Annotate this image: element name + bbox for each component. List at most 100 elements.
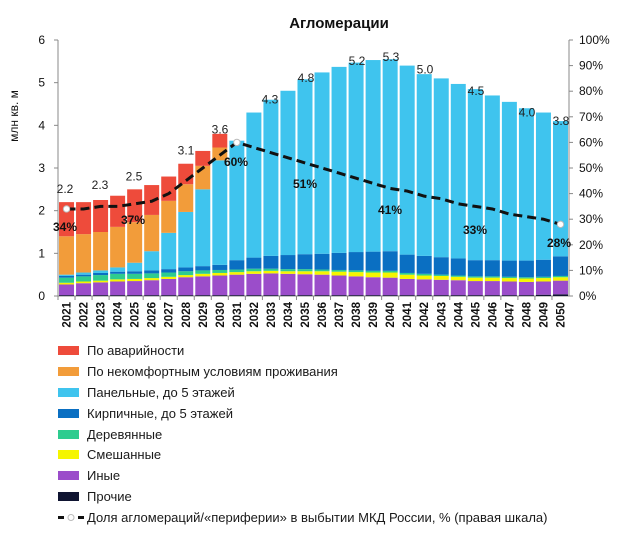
- bar-segment: [535, 276, 551, 279]
- legend-item: Прочие: [58, 486, 618, 507]
- legend-label: Деревянные: [87, 426, 163, 442]
- bar-segment: [110, 195, 126, 227]
- bar-segment: [178, 295, 194, 296]
- bar-segment: [127, 222, 143, 263]
- bar-segment: [297, 79, 313, 255]
- total-label: 4.8: [298, 71, 315, 85]
- bar-segment: [195, 270, 211, 274]
- bar-segment: [399, 295, 415, 296]
- x-tick-label: 2035: [300, 301, 312, 327]
- share-line-marker: [556, 220, 565, 229]
- bar-segment: [93, 232, 109, 271]
- x-tick-label: 2023: [96, 302, 108, 328]
- bar-segment: [450, 83, 466, 259]
- bar-segment: [195, 276, 211, 296]
- bar-segment: [297, 295, 313, 296]
- bar-segment: [518, 295, 534, 296]
- bar-segment: [110, 295, 126, 296]
- bar-segment: [263, 268, 279, 271]
- bar-segment: [382, 59, 398, 252]
- bar-segment: [518, 278, 534, 282]
- total-label: 5.2: [349, 54, 366, 68]
- bar-segment: [110, 226, 126, 268]
- share-line-marker: [233, 138, 241, 147]
- bar-segment: [127, 189, 143, 223]
- y2-tick-label: 10%: [579, 263, 603, 277]
- bar-segment: [416, 275, 432, 280]
- bar-segment: [314, 274, 330, 296]
- bar-segment: [127, 271, 143, 274]
- legend-item: По некомфортным условиям проживания: [58, 361, 618, 382]
- bar-segment: [552, 277, 568, 281]
- bar-segment: [297, 269, 313, 272]
- share-line: [62, 138, 565, 229]
- bar-segment: [501, 295, 517, 296]
- axes: 01234560%10%20%30%40%50%60%70%80%90%100%…: [38, 33, 610, 328]
- x-tick-label: 2049: [538, 302, 550, 328]
- bar-segment: [331, 269, 347, 272]
- bar-segment: [331, 271, 347, 276]
- bar-segment: [382, 272, 398, 278]
- x-tick-label: 2044: [453, 301, 465, 327]
- bar-segment: [144, 270, 160, 274]
- total-label: 4.5: [468, 84, 485, 98]
- x-tick-label: 2043: [436, 302, 448, 328]
- bar-segment: [314, 295, 330, 296]
- bar-segment: [501, 276, 517, 279]
- bar-segment: [229, 274, 245, 296]
- bar-segment: [246, 295, 262, 296]
- x-tick-label: 2026: [147, 302, 159, 328]
- bar-segment: [348, 252, 364, 271]
- x-tick-label: 2030: [215, 302, 227, 328]
- legend-label: Смешанные: [87, 447, 162, 463]
- bar-segment: [110, 271, 126, 274]
- share-label: 33%: [463, 223, 487, 237]
- bar-segment: [144, 273, 160, 279]
- bar-segment: [416, 279, 432, 296]
- bar-segment: [416, 255, 432, 274]
- bar-segment: [59, 282, 75, 285]
- bar-segment: [110, 267, 126, 272]
- bar-segment: [93, 282, 109, 296]
- bar-segment: [399, 254, 415, 273]
- bar-segment: [212, 264, 228, 270]
- y-tick-label: 4: [38, 118, 45, 132]
- bar-segment: [450, 275, 466, 277]
- bar-segment: [535, 278, 551, 282]
- bar-segment: [144, 251, 160, 271]
- bar-segment: [416, 295, 432, 296]
- bar-segment: [161, 232, 177, 270]
- bar-segment: [59, 277, 75, 283]
- bar-segment: [484, 276, 500, 278]
- bar-segment: [161, 295, 177, 296]
- bar-segment: [246, 273, 262, 296]
- bar-segment: [331, 66, 347, 253]
- bar-segment: [450, 295, 466, 296]
- bar-segment: [59, 284, 75, 296]
- y2-tick-label: 80%: [579, 84, 603, 98]
- total-label: 2.3: [92, 178, 109, 192]
- y2-tick-label: 90%: [579, 59, 603, 73]
- bar-segment: [212, 295, 228, 296]
- bar-segment: [127, 295, 143, 296]
- bar-segment: [246, 257, 262, 269]
- bar-segment: [212, 133, 228, 148]
- bar-segment: [535, 259, 551, 277]
- bar-segment: [450, 276, 466, 281]
- bar-segment: [365, 251, 381, 271]
- bar-segment: [280, 269, 296, 272]
- bar-segment: [110, 279, 126, 282]
- bar-segment: [382, 251, 398, 271]
- bar-segment: [178, 267, 194, 272]
- x-tick-label: 2042: [419, 302, 431, 328]
- y2-tick-label: 30%: [579, 212, 603, 226]
- bar-segment: [212, 160, 228, 265]
- bar-segment: [263, 255, 279, 269]
- bar-segment: [484, 260, 500, 277]
- x-tick-label: 2027: [164, 302, 176, 328]
- bar-segment: [501, 278, 517, 282]
- total-label: 4.3: [262, 93, 279, 107]
- x-tick-label: 2034: [283, 301, 295, 327]
- bar-segment: [59, 274, 75, 276]
- bar-segment: [280, 295, 296, 296]
